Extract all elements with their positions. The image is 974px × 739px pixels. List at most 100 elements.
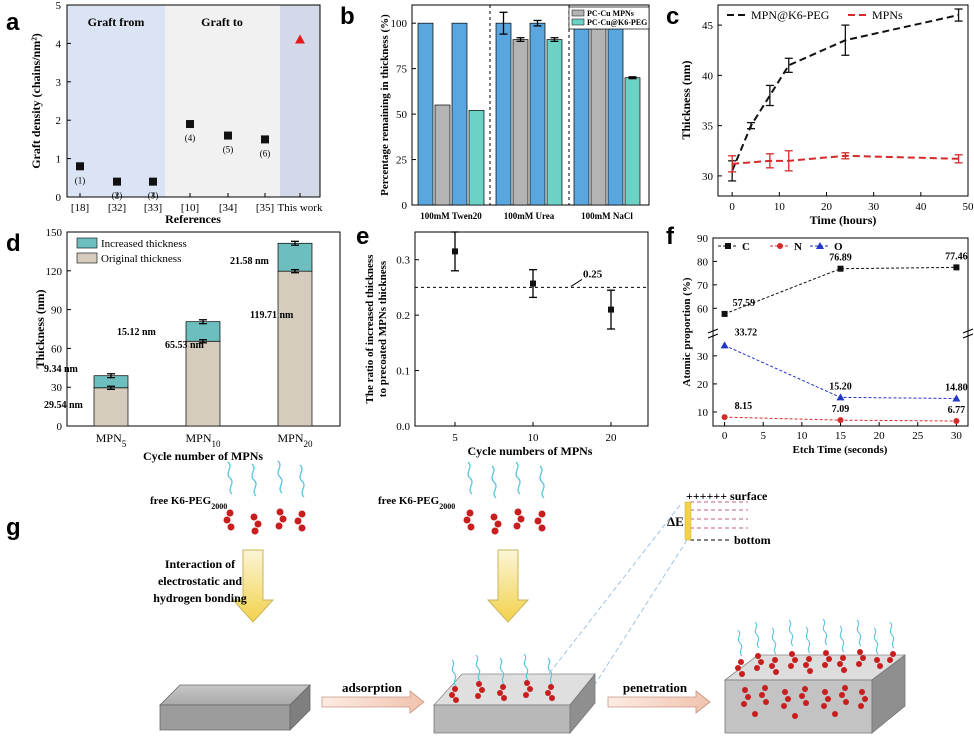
x-tick-label-e: 20 <box>606 432 618 444</box>
y-tick-label-f: 20 <box>697 379 709 391</box>
y-tick-label-d: 150 <box>46 227 63 239</box>
y-tick-label-d: 60 <box>51 343 63 355</box>
y-tick-label-e: 0.3 <box>396 255 410 267</box>
group-label-b: 100mM NaCl <box>581 211 633 221</box>
substrate-penetrated <box>723 618 907 734</box>
data-point-n <box>837 417 844 424</box>
legend-label-mpns-c: MPNs <box>872 8 903 22</box>
bar-b <box>624 77 641 206</box>
legend-swatch-mpns <box>571 9 585 17</box>
legend-label-n: N <box>794 241 802 253</box>
plot-frame-e <box>414 231 649 427</box>
y-tick-label-b: 50 <box>396 109 408 121</box>
bottom-label: bottom <box>734 533 771 547</box>
panel-label-d: d <box>6 230 21 257</box>
data-label-f: 76.89 <box>829 253 852 264</box>
y-tick-label-d: 90 <box>51 305 63 317</box>
point-label-a: (3) <box>148 191 159 201</box>
legend-b: PC-Cu MPNs PC-Cu@K6-PEG <box>568 6 650 30</box>
data-point-a <box>76 162 84 171</box>
x-tick-label-a: This work <box>278 202 323 214</box>
data-point-e <box>530 280 536 287</box>
data-point-a <box>224 131 232 140</box>
legend-label-increased: Increased thickness <box>101 238 187 250</box>
bars-b <box>417 11 641 206</box>
panel-g: g free K6-PEG2000 free K6-PEG2000 <box>6 460 907 735</box>
data-point-e <box>452 248 458 255</box>
x-tick-label-f: 20 <box>874 430 886 442</box>
legend-label-o: O <box>834 241 843 253</box>
axes-a: 0 1 2 3 4 5 [18] [32] [33] [10] [34] [35] This work <box>56 0 323 214</box>
point-label-a: (2) <box>112 191 123 201</box>
data-point-c <box>837 265 844 272</box>
surface-label: ++++++ surface <box>686 489 768 503</box>
x-tick-label-d: MPN10 <box>185 431 221 449</box>
point-label-a: (5) <box>223 145 234 155</box>
value-label-increased: 21.58 nm <box>230 256 270 267</box>
y-axis-title-a: Graft density (chains/nm²) <box>29 33 43 169</box>
free-k6peg-label-2: free K6-PEG2000 <box>378 495 455 511</box>
point-label-a: (1) <box>75 175 86 185</box>
y-axis-title-b: Percentage remaining in thickness (%) <box>379 14 391 196</box>
bar-b <box>590 26 607 206</box>
bar-b <box>451 22 468 206</box>
y-tick-label-a: 1 <box>56 154 62 166</box>
value-label-increased: 15.12 nm <box>117 327 157 338</box>
bar-b <box>512 39 529 206</box>
legend-marker-c <box>725 243 731 249</box>
penetration-arrow[interactable] <box>607 690 711 714</box>
panel-c: c 0 10 20 30 40 50 30 35 40 45 MPN@K6-PEG MPNs Th… <box>666 3 974 227</box>
y-tick-label-c: 45 <box>702 20 714 32</box>
legend-marker-o <box>816 242 824 249</box>
legend-label-c: C <box>742 241 750 253</box>
panel-f: f 0 5 10 15 20 25 30 10 20 30 60 70 80 90 57.59 76.89 7… <box>666 223 974 456</box>
value-label-original: 119.71 nm <box>250 310 294 321</box>
x-tick-label-a: [33] <box>144 202 162 214</box>
lines-c <box>728 8 963 182</box>
panel-label-b: b <box>340 3 355 30</box>
panel-label-c: c <box>666 3 679 30</box>
adsorption-arrow[interactable] <box>321 690 425 714</box>
panel-d: d 0 30 60 90 120 150 MPN5 MPN10 MPN20 9.34 nm 29.… <box>6 227 341 463</box>
y-tick-label-d: 0 <box>57 421 63 433</box>
panel-label-e: e <box>356 223 369 250</box>
x-tick-label-a: [10] <box>181 202 199 214</box>
x-tick-label-c: 30 <box>868 201 880 213</box>
x-axis-title-c: Time (hours) <box>810 213 877 227</box>
interaction-line-3: hydrogen bonding <box>153 591 247 605</box>
y-tick-label-d: 120 <box>46 266 63 278</box>
bar-b <box>417 22 434 206</box>
data-point-c <box>721 310 728 317</box>
x-tick-label-f: 0 <box>722 430 728 442</box>
free-polymers-1 <box>223 460 306 535</box>
group-label-b: 100mM Twen20 <box>420 211 482 221</box>
axis-break-right-f <box>962 328 974 339</box>
data-point-this-work <box>295 34 305 44</box>
x-tick-label-c: 50 <box>963 201 974 213</box>
legend-swatch-k6peg <box>571 18 585 26</box>
panel-label-a: a <box>6 9 20 36</box>
bar-original-d <box>93 387 129 427</box>
y-tick-label-f: 10 <box>697 407 709 419</box>
y-axis-title-d: Thickness (nm) <box>33 289 47 368</box>
y-tick-label-e: 0.0 <box>396 421 410 433</box>
points-a: (1) (2) (3) (4) (5) (6) <box>75 34 305 201</box>
data-point-o <box>836 393 845 401</box>
x-tick-label-c: 40 <box>915 201 927 213</box>
data-point-n <box>721 414 728 421</box>
x-axis-title-a: References <box>165 212 221 226</box>
y-tick-label-a: 0 <box>56 192 62 204</box>
point-label-a: (6) <box>260 148 271 158</box>
region-label-graft-from: Graft from <box>88 15 145 29</box>
y-tick-label-d: 30 <box>51 382 63 394</box>
x-tick-label-f: 10 <box>796 430 808 442</box>
panel-a: a Graft from Graft to 0 1 2 3 4 5 [18] [32] [33]… <box>6 0 323 226</box>
y-tick-label-c: 40 <box>702 70 714 82</box>
y-axis-title-f: Atomic proportion (%) <box>681 277 693 387</box>
points-e: 0.25 <box>415 231 648 330</box>
bar-b <box>607 22 624 206</box>
data-point-a <box>261 135 269 144</box>
axes-e: 0.0 0.1 0.2 0.3 5 10 20 <box>396 255 617 444</box>
bar-b <box>573 22 590 206</box>
data-label-f: 33.72 <box>735 327 758 338</box>
